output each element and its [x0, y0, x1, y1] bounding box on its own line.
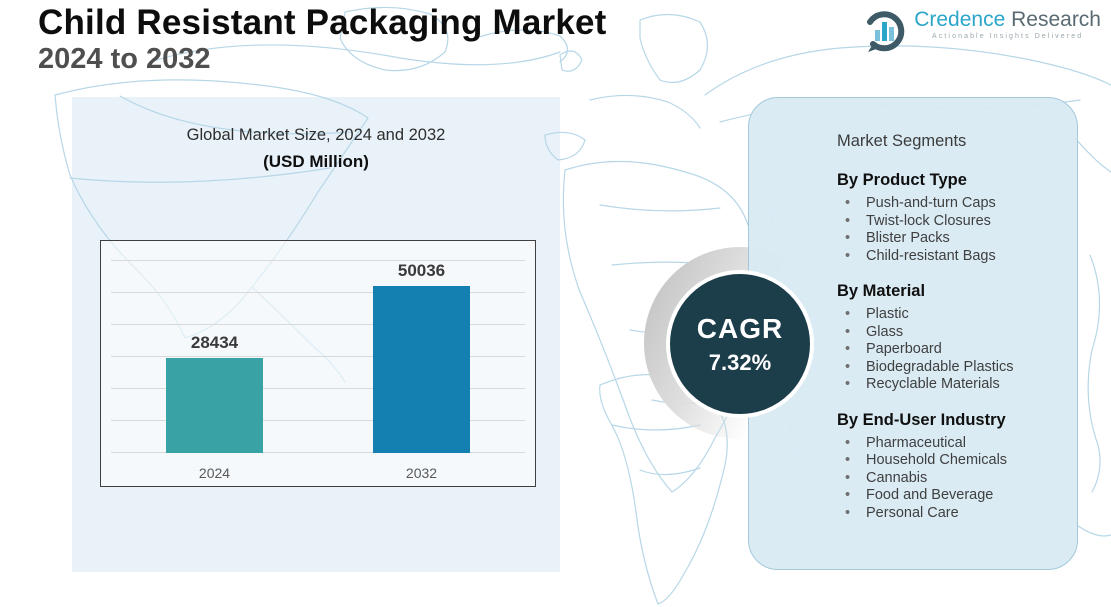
chart-units-label: (USD Million) [263, 152, 369, 171]
logo-chart-bubble-icon [867, 11, 905, 52]
segments-heading: Market Segments [837, 132, 967, 150]
list-item: Household Chemicals [845, 452, 1059, 470]
page-title: Child Resistant Packaging Market [38, 3, 607, 42]
bar-group-2024: 28434 [111, 253, 318, 453]
brand-logo: Credence Research Actionable Insights De… [861, 8, 1101, 54]
x-tick-label: 2024 [198, 465, 231, 481]
brand-name-secondary: Research [1011, 8, 1101, 31]
cagr-value: 7.32% [708, 349, 772, 375]
plot-area: 28434 50036 [111, 253, 525, 453]
segment-list: PlasticGlassPaperboardBiodegradable Plas… [837, 306, 1059, 394]
bar-2032 [373, 286, 470, 453]
list-item: Plastic [845, 306, 1059, 324]
list-item: Cannabis [845, 470, 1059, 488]
brand-tagline: Actionable Insights Delivered [932, 33, 1084, 40]
list-item: Glass [845, 324, 1059, 342]
bar-chart: 28434 50036 2024 2032 [100, 240, 536, 487]
chart-heading: Global Market Size, 2024 and 2032 (USD M… [72, 126, 560, 172]
bar-value-label: 50036 [397, 261, 446, 281]
cagr-badge: CAGR 7.32% [666, 270, 814, 418]
chart-title: Global Market Size, 2024 and 2032 [186, 126, 446, 144]
list-item: Twist-lock Closures [845, 213, 1059, 231]
list-item: Blister Packs [845, 230, 1059, 248]
list-item: Biodegradable Plastics [845, 359, 1059, 377]
segment-list: Push-and-turn CapsTwist-lock ClosuresBli… [837, 195, 1059, 265]
segment-list: PharmaceuticalHousehold ChemicalsCannabi… [837, 435, 1059, 523]
segment-group-title: By Material [837, 282, 926, 300]
list-item: Child-resistant Bags [845, 248, 1059, 266]
segment-group-material: By Material PlasticGlassPaperboardBiodeg… [837, 282, 1059, 394]
list-item: Food and Beverage [845, 487, 1059, 505]
x-tick-label: 2032 [405, 465, 438, 481]
brand-name-primary: Credence [914, 8, 1006, 31]
list-item: Paperboard [845, 341, 1059, 359]
list-item: Recyclable Materials [845, 376, 1059, 394]
header: Child Resistant Packaging Market 2024 to… [38, 3, 607, 75]
bar-value-label: 28434 [190, 333, 239, 353]
segment-group-title: By Product Type [837, 171, 967, 189]
list-item: Personal Care [845, 505, 1059, 523]
segment-group-product-type: By Product Type Push-and-turn CapsTwist-… [837, 171, 1059, 265]
list-item: Pharmaceutical [845, 435, 1059, 453]
bar-group-2032: 50036 [318, 253, 525, 453]
segment-group-end-user: By End-User Industry PharmaceuticalHouse… [837, 411, 1059, 523]
list-item: Push-and-turn Caps [845, 195, 1059, 213]
page-subtitle: 2024 to 2032 [38, 42, 211, 75]
segment-group-title: By End-User Industry [837, 410, 1006, 429]
brand-name: Credence Research [914, 8, 1101, 32]
bar-2024 [166, 358, 263, 453]
cagr-label: CAGR [696, 312, 784, 344]
x-axis: 2024 2032 [111, 465, 525, 481]
